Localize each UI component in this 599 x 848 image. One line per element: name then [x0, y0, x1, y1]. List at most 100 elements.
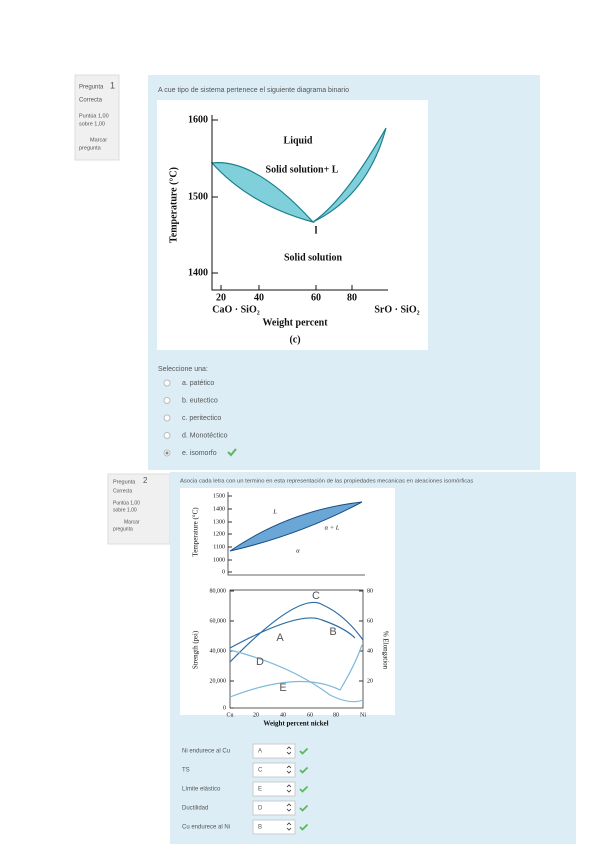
flag-question[interactable]: pregunta — [113, 526, 133, 532]
answer-option[interactable]: a. patético — [182, 380, 214, 387]
y-tick-label: 20,000 — [210, 678, 227, 684]
question-score: sobre 1,00 — [79, 121, 105, 127]
radio-button[interactable] — [163, 414, 171, 422]
axis — [211, 115, 388, 291]
selected-answer[interactable]: C — [258, 768, 263, 774]
y-tick-label: 0 — [223, 705, 226, 711]
plot-frame — [229, 589, 364, 709]
answer-select[interactable] — [252, 781, 296, 797]
y-tick-label: 1000 — [213, 557, 225, 563]
region-label: Solid solution+ L — [266, 164, 339, 175]
flag-question[interactable]: Marcar — [124, 519, 140, 525]
question-text: A cue tipo de sistema pertenece el sigui… — [158, 87, 349, 94]
answer-option[interactable]: c. peritectico — [182, 415, 221, 422]
match-label: Cu endurece al Ni — [182, 825, 230, 831]
y2-tick-label: 80 — [367, 588, 373, 594]
selected-answer[interactable]: A — [258, 749, 262, 755]
question-number-label: Pregunta — [113, 479, 136, 485]
property-curve — [229, 649, 364, 703]
y-tick-label: 1500 — [188, 191, 208, 202]
figure-caption: (c) — [289, 334, 300, 345]
phase-region — [229, 501, 363, 552]
curve-letter: E — [279, 682, 286, 694]
correct-check — [299, 823, 309, 831]
radio-selected — [165, 451, 169, 455]
radio-button[interactable] — [163, 432, 171, 439]
select-arrow — [286, 784, 292, 793]
select-arrow — [286, 746, 292, 755]
selected-answer[interactable]: D — [258, 806, 263, 812]
x-tick-label: Ni — [360, 712, 366, 718]
question-number: 2 — [143, 476, 148, 485]
x-tick-label: 40 — [254, 292, 264, 303]
curve-letter: D — [256, 656, 264, 668]
region-label: Solid solution — [284, 252, 343, 263]
y2-axis-label: % Elongation — [381, 631, 389, 670]
answer-select[interactable] — [252, 800, 296, 816]
x-tick-label: 20 — [253, 712, 259, 718]
x-tick-label: Cu — [226, 712, 233, 718]
answer-select[interactable] — [252, 762, 296, 778]
selected-answer[interactable]: B — [258, 825, 262, 831]
correct-check — [299, 804, 309, 812]
question-score: sobre 1,00 — [113, 507, 137, 513]
x-tick-label: 60 — [311, 292, 321, 303]
correct-check — [299, 785, 309, 793]
y2-tick-label: 60 — [367, 618, 373, 624]
curve-letter: A — [276, 632, 284, 644]
region-label: α + L — [325, 524, 340, 531]
answer-select[interactable] — [252, 743, 296, 759]
answer-option[interactable]: b. eutectico — [182, 397, 218, 404]
radio-button[interactable] — [163, 397, 171, 404]
match-label: Ni endurece al Cu — [182, 749, 230, 755]
question-number: 1 — [110, 80, 115, 90]
y-tick-label: 1400 — [213, 506, 225, 512]
answer-option[interactable]: d. Monotéctico — [182, 432, 228, 439]
select-arrow — [286, 822, 292, 831]
region-label: Liquid — [284, 135, 313, 146]
y-axis-label: Strength (psi) — [192, 630, 200, 669]
component-label: CaO · SiO₂ — [212, 304, 259, 315]
info-box — [74, 74, 120, 161]
property-curve — [229, 644, 363, 698]
question-status: Correcta — [113, 488, 132, 494]
match-label: Ductilidad — [182, 806, 208, 812]
x-axis-label: Weight percent nickel — [263, 720, 328, 728]
y-axis-label: Temperature (°C) — [192, 507, 200, 557]
curve-letter: C — [312, 590, 320, 602]
correct-check — [299, 747, 309, 755]
y-tick-label: 1100 — [213, 544, 225, 550]
answer-option[interactable]: e. isomorfo — [182, 450, 217, 457]
question-status: Correcta — [79, 98, 103, 104]
y-tick-label: 0 — [222, 569, 225, 575]
x-tick-label: 80 — [333, 712, 339, 718]
x-tick-label: 80 — [347, 292, 357, 303]
match-label: TS — [182, 768, 190, 774]
y-tick-label: 40,000 — [210, 648, 227, 654]
answer-prompt: Seleccione una: — [158, 366, 208, 373]
question-score: Puntúa 1,00 — [113, 500, 140, 506]
y-tick-label: 1200 — [213, 531, 225, 537]
question-number-label: Pregunta — [79, 85, 104, 91]
y-tick-label: 60,000 — [210, 618, 227, 624]
component-label: SrO · SiO₂ — [374, 304, 419, 315]
selected-answer[interactable]: E — [258, 787, 262, 793]
phase-region — [312, 127, 387, 223]
question-text: Asocia cada letra con un termino en esta… — [180, 479, 473, 485]
select-arrow — [286, 765, 292, 774]
curve-letter: B — [329, 626, 336, 638]
flag-question[interactable]: pregunta — [79, 145, 102, 151]
y2-tick-label: 40 — [367, 648, 373, 654]
radio-button[interactable] — [163, 379, 171, 387]
x-tick-label: 20 — [216, 292, 226, 303]
y-tick-label: 1500 — [213, 493, 225, 499]
region-label: L — [272, 508, 277, 515]
y-tick-label: 80,000 — [210, 588, 227, 594]
x-tick-label: 60 — [307, 712, 313, 718]
y-tick-label: 1400 — [188, 267, 208, 278]
flag-question[interactable]: Marcar — [90, 137, 107, 143]
region-label: l — [315, 225, 318, 236]
x-tick-label: 40 — [280, 712, 286, 718]
answer-select[interactable] — [252, 819, 296, 835]
